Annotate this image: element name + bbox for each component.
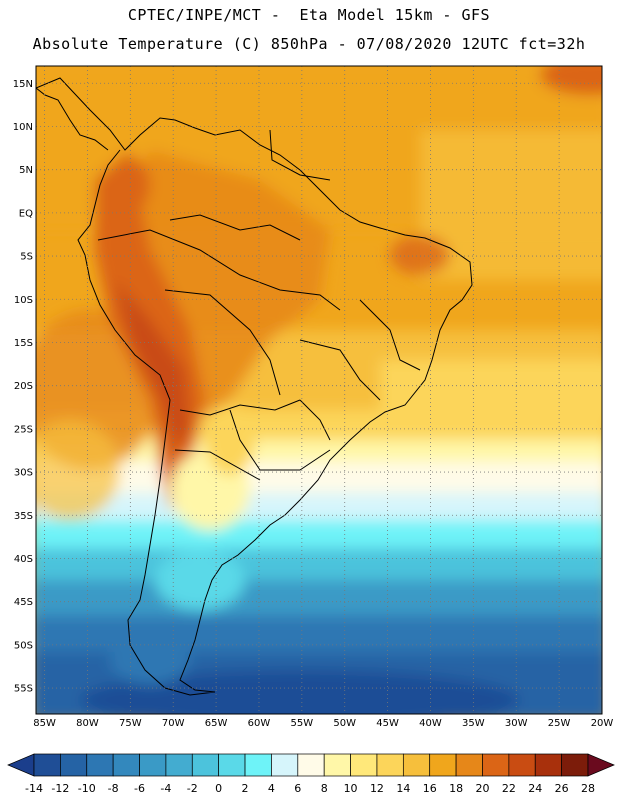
lon-label: 35W (462, 718, 485, 729)
latitude-labels: 15N 10N 5N EQ 5S 10S 15S 20S 25S 30S 35S 40S 45S 50S 5… (13, 79, 33, 695)
colorbar-label: 10 (344, 782, 358, 795)
colorbar-swatch (191, 753, 220, 777)
colorbar-swatch (218, 753, 246, 777)
colorbar-swatch (508, 753, 536, 777)
lon-label: 30W (505, 718, 528, 729)
colorbar-swatch (112, 753, 140, 777)
lon-label: 85W (33, 718, 56, 729)
colorbar-swatch (323, 753, 351, 777)
map-title: CPTEC/INPE/MCT - Eta Model 15km - GFS (127, 6, 491, 24)
colorbar-label: -6 (134, 782, 145, 795)
lon-label: 25W (548, 718, 571, 729)
colorbar-swatch (534, 753, 562, 777)
colorbar-label: -12 (51, 782, 69, 795)
colorbar-label: 24 (528, 782, 542, 795)
colorbar-swatch (139, 753, 167, 777)
lat-label: 20S (14, 381, 33, 392)
lat-label: 45S (14, 597, 33, 608)
lat-label: 30S (14, 468, 33, 479)
lon-label: 75W (119, 718, 142, 729)
colorbar-label: 28 (581, 782, 595, 795)
lon-label: 45W (376, 718, 399, 729)
colorbar-swatch (60, 753, 88, 777)
colorbar-min-arrow (7, 753, 35, 777)
lat-label: 5N (19, 165, 33, 176)
lon-label: 50W (333, 718, 356, 729)
lon-label: 80W (76, 718, 99, 729)
lat-label: 15S (14, 338, 33, 349)
colorbar (7, 753, 615, 777)
colorbar-label: 4 (268, 782, 275, 795)
lat-label: 40S (14, 554, 33, 565)
lon-label: 40W (419, 718, 442, 729)
colorbar-label: 20 (475, 782, 489, 795)
colorbar-swatch (350, 753, 378, 777)
colorbar-swatch (561, 753, 589, 777)
colorbar-swatch (402, 753, 431, 777)
lat-label: 50S (14, 640, 33, 651)
colorbar-label: 18 (449, 782, 463, 795)
lon-label: 65W (205, 718, 228, 729)
colorbar-label: 8 (321, 782, 328, 795)
colorbar-label: 26 (555, 782, 569, 795)
colorbar-swatch (482, 753, 510, 777)
map-frame (35, 65, 603, 715)
colorbar-label: -2 (187, 782, 198, 795)
lon-label: 20W (591, 718, 614, 729)
lon-label: 70W (162, 718, 185, 729)
colorbar-label: 22 (502, 782, 516, 795)
colorbar-swatch (33, 753, 61, 777)
colorbar-label: -10 (78, 782, 96, 795)
longitude-labels: 85W 80W 75W 70W 65W 60W 55W 50W 45W 40W 35W 30W 25W 2… (33, 718, 613, 729)
lat-label: 35S (14, 511, 33, 522)
coastlines (36, 77, 473, 696)
lat-label: 15N (13, 79, 33, 90)
colorbar-labels: -14 -12 -10 -8 -6 -4 -2 0 2 4 6 8 10 12 14 16 18 20 22 24 26… (25, 782, 595, 795)
temperature-field (36, 66, 602, 714)
map-subtitle: Absolute Temperature (C) 850hPa - 07/08/… (32, 35, 586, 53)
colorbar-swatch (376, 753, 404, 777)
lat-label: 10N (13, 122, 33, 133)
lat-label: 25S (14, 424, 33, 435)
colorbar-swatch (165, 753, 193, 777)
colorbar-label: 16 (423, 782, 437, 795)
colorbar-label: 6 (294, 782, 301, 795)
gridlines (36, 66, 603, 714)
lon-label: 60W (248, 718, 271, 729)
lon-label: 55W (291, 718, 314, 729)
colorbar-swatch (297, 753, 325, 777)
colorbar-swatch (429, 753, 457, 777)
colorbar-label: 2 (242, 782, 249, 795)
colorbar-swatch (271, 753, 299, 777)
colorbar-label: 0 (215, 782, 222, 795)
colorbar-swatch (455, 753, 483, 777)
lat-label: 5S (20, 252, 33, 263)
lat-label: EQ (19, 208, 33, 219)
lat-label: 55S (14, 684, 33, 695)
colorbar-swatch (244, 753, 272, 777)
colorbar-label: -4 (160, 782, 171, 795)
colorbar-swatch (86, 753, 114, 777)
colorbar-label: -14 (25, 782, 43, 795)
colorbar-label: 14 (396, 782, 410, 795)
colorbar-label: 12 (370, 782, 384, 795)
colorbar-max-arrow (587, 753, 615, 777)
colorbar-label: -8 (108, 782, 119, 795)
lat-label: 10S (14, 295, 33, 306)
